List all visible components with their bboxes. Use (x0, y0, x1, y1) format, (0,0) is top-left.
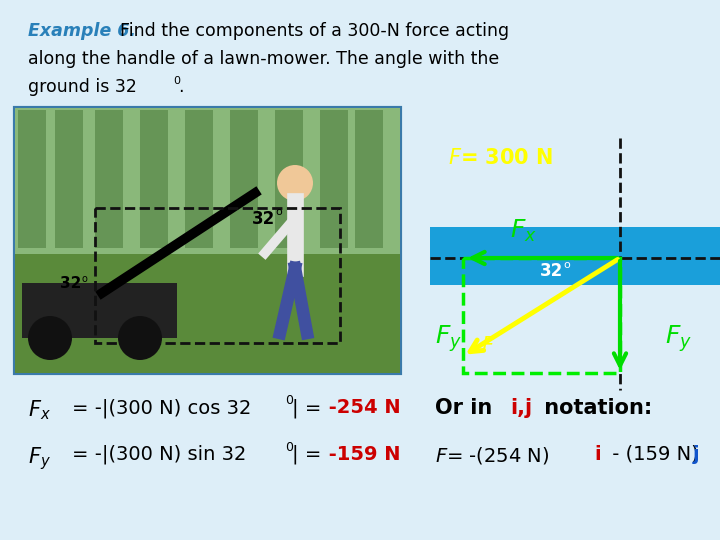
Text: -254 N: -254 N (322, 398, 400, 417)
Text: .: . (178, 78, 184, 96)
Text: $\it{F}$= -(254 N): $\it{F}$= -(254 N) (435, 445, 549, 466)
Text: notation:: notation: (537, 398, 652, 418)
Text: i: i (594, 445, 600, 464)
Text: o: o (563, 260, 570, 270)
Bar (15, 108, 400, 373)
Text: $\it{F}$= 300 N: $\it{F}$= 300 N (448, 148, 553, 168)
Text: j: j (693, 445, 700, 464)
Bar (55, 110, 83, 248)
Text: along the handle of a lawn-mower. The angle with the: along the handle of a lawn-mower. The an… (28, 50, 499, 68)
Bar (18, 110, 46, 248)
Text: 0: 0 (285, 394, 293, 407)
Text: = -|(300 N) cos 32: = -|(300 N) cos 32 (72, 398, 251, 417)
Bar (95, 208, 340, 343)
Text: i,j: i,j (510, 398, 532, 418)
Text: o: o (82, 274, 88, 284)
Text: ground is 32: ground is 32 (28, 78, 137, 96)
Bar (320, 110, 348, 248)
Text: Example 6.: Example 6. (28, 22, 136, 40)
Bar (275, 110, 303, 248)
Text: $\it{F_x}$: $\it{F_x}$ (510, 218, 537, 244)
Text: $\it{F}$: $\it{F}$ (481, 336, 495, 356)
Bar (430, 227, 720, 285)
Bar (355, 110, 383, 248)
Text: Or in: Or in (435, 398, 500, 418)
Text: o: o (275, 207, 282, 217)
Text: | =: | = (292, 398, 321, 417)
Bar (230, 110, 258, 248)
Circle shape (28, 316, 72, 360)
Bar (15, 254, 400, 373)
Bar (22, 283, 177, 338)
Text: 0: 0 (285, 441, 293, 454)
Text: 32: 32 (540, 262, 563, 280)
Text: 0: 0 (173, 76, 180, 86)
Text: 32: 32 (60, 276, 81, 291)
Text: | =: | = (292, 445, 321, 464)
Text: = -|(300 N) sin 32: = -|(300 N) sin 32 (72, 445, 246, 464)
Bar (185, 110, 213, 248)
Text: -159 N: -159 N (322, 445, 400, 464)
Text: $\it{F_y}$: $\it{F_y}$ (28, 445, 51, 472)
Text: $\it{F_y}$: $\it{F_y}$ (665, 323, 692, 354)
Text: $\it{F_y}$: $\it{F_y}$ (435, 323, 462, 354)
Circle shape (118, 316, 162, 360)
Text: Find the components of a 300-N force acting: Find the components of a 300-N force act… (120, 22, 509, 40)
Bar (15, 108, 400, 254)
Text: - (159 N): - (159 N) (606, 445, 698, 464)
Text: 32: 32 (252, 210, 275, 228)
Circle shape (277, 165, 313, 201)
Bar (140, 110, 168, 248)
Bar (95, 110, 123, 248)
Text: $\it{F_x}$: $\it{F_x}$ (28, 398, 51, 422)
Bar (463, 258, 620, 373)
